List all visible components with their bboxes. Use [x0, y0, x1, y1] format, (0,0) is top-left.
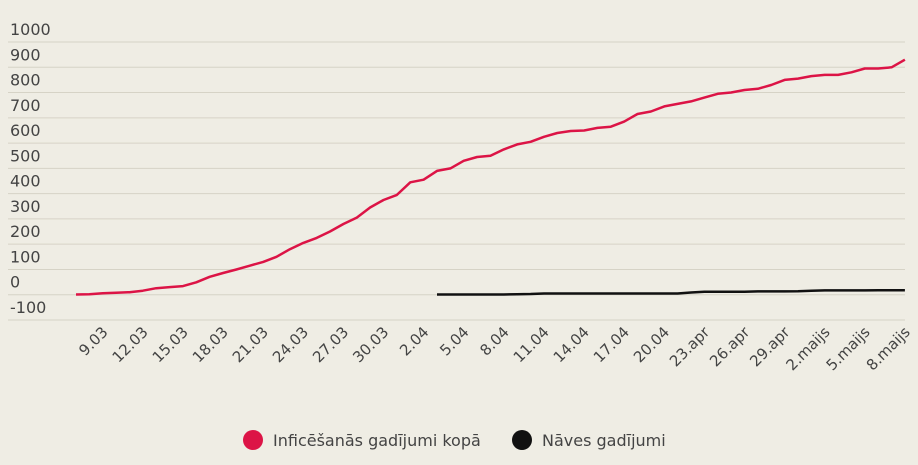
x-tick-label: 21.03 [229, 323, 272, 366]
y-tick-label: 700 [10, 96, 41, 115]
x-tick-label: 5.04 [436, 323, 472, 359]
x-tick-label: 17.04 [590, 323, 633, 366]
x-tick-label: 15.03 [149, 323, 192, 366]
y-tick-label: 800 [10, 71, 41, 90]
x-tick-label: 2.maijs [782, 323, 833, 374]
x-tick-label: 18.03 [189, 323, 232, 366]
x-tick-label: 30.03 [349, 323, 392, 366]
series-line [437, 288, 905, 296]
legend-label: Inficēšanās gadījumi kopā [273, 431, 481, 450]
series-line [75, 58, 906, 296]
x-tick-label: 11.04 [510, 323, 553, 366]
y-tick-label: 900 [10, 45, 41, 64]
y-tick-label: 1000 [10, 20, 51, 39]
x-tick-label: 23.apr [666, 323, 714, 371]
y-tick-label: 300 [10, 197, 41, 216]
y-tick-label: 200 [10, 222, 41, 241]
y-tick-label: -100 [10, 298, 46, 317]
legend-swatch [512, 430, 532, 450]
y-tick-label: 500 [10, 146, 41, 165]
x-tick-label: 8.04 [476, 323, 512, 359]
x-tick-label: 5.maijs [823, 323, 874, 374]
y-tick-label: 100 [10, 247, 41, 266]
y-tick-label: 600 [10, 121, 41, 140]
x-tick-label: 2.04 [396, 323, 432, 359]
x-tick-label: 9.03 [75, 323, 111, 359]
x-tick-label: 14.04 [550, 323, 593, 366]
x-tick-label: 24.03 [269, 323, 312, 366]
x-tick-label: 12.03 [109, 323, 152, 366]
x-tick-label: 26.apr [706, 323, 754, 371]
y-tick-label: 0 [10, 273, 20, 292]
y-tick-label: 400 [10, 172, 41, 191]
legend-swatch [243, 430, 263, 450]
x-tick-label: 8.maijs [863, 323, 914, 374]
x-tick-label: 27.03 [309, 323, 352, 366]
x-tick-label: 20.04 [630, 323, 673, 366]
legend-label: Nāves gadījumi [542, 431, 666, 450]
